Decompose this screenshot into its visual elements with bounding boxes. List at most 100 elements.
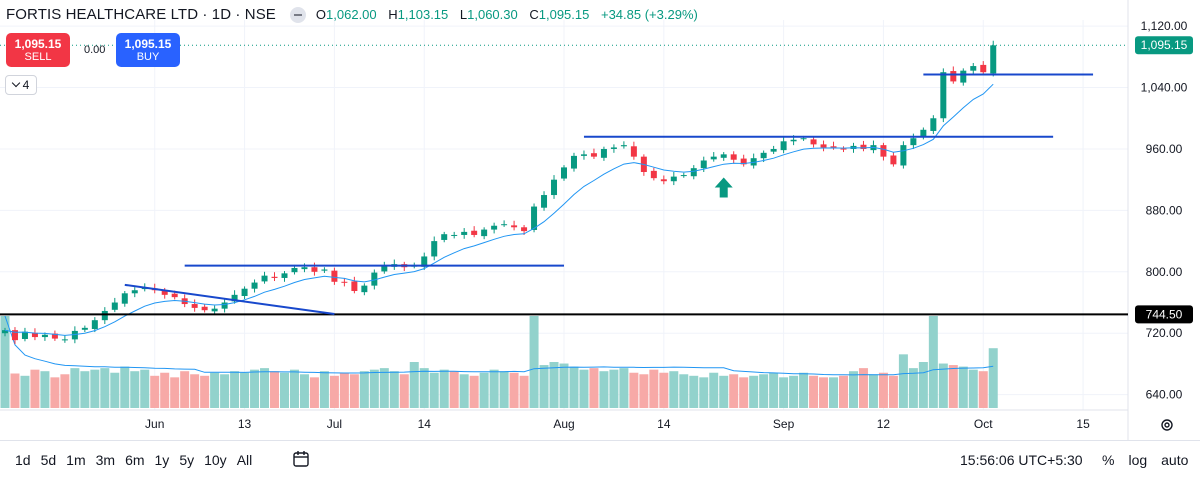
volume-bar bbox=[459, 374, 469, 408]
volume-bar bbox=[868, 374, 878, 408]
volume-bar bbox=[469, 375, 479, 408]
range-6m[interactable]: 6m bbox=[125, 452, 145, 468]
change-value: +34.85 (+3.29%) bbox=[600, 7, 698, 22]
y-tick-label-1: 720.00 bbox=[1146, 326, 1183, 340]
range-10y[interactable]: 10y bbox=[204, 452, 227, 468]
scale-option-percent[interactable]: % bbox=[1102, 452, 1115, 468]
candle-body bbox=[131, 290, 138, 294]
scale-option-auto[interactable]: auto bbox=[1161, 452, 1189, 468]
candle-body bbox=[301, 267, 308, 270]
volume-bar bbox=[539, 365, 549, 408]
buy-button[interactable]: 1,095.15 BUY bbox=[116, 33, 180, 67]
sell-label: SELL bbox=[24, 50, 52, 63]
volume-bar bbox=[699, 377, 709, 408]
volume-bar bbox=[679, 374, 689, 408]
y-tick-label-4: 960.00 bbox=[1146, 142, 1183, 156]
volume-bar bbox=[569, 366, 579, 408]
volume-bar bbox=[489, 369, 499, 408]
volume-bar bbox=[898, 354, 908, 408]
candle-body bbox=[730, 154, 737, 160]
range-1y[interactable]: 1y bbox=[154, 452, 170, 468]
candle-body bbox=[501, 224, 508, 226]
volume-bar bbox=[729, 374, 739, 408]
candle-body bbox=[700, 160, 707, 169]
candle-body bbox=[620, 145, 627, 147]
volume-bar bbox=[839, 375, 849, 408]
volume-bar bbox=[160, 372, 170, 408]
chevron-down-icon bbox=[11, 78, 20, 88]
volume-bar bbox=[140, 369, 150, 408]
candle-body bbox=[970, 66, 977, 71]
volume-bar bbox=[80, 371, 90, 408]
y-tick-label-2: 800.00 bbox=[1146, 265, 1183, 279]
range-1d[interactable]: 1d bbox=[15, 452, 31, 468]
gear-icon[interactable] bbox=[1160, 418, 1174, 432]
indicators-toggle[interactable]: 4 bbox=[5, 75, 37, 95]
candle-body bbox=[800, 138, 807, 140]
volume-bar bbox=[170, 377, 180, 408]
candle-body bbox=[710, 156, 717, 160]
candle-body bbox=[91, 320, 98, 330]
candle-body bbox=[980, 64, 987, 73]
candle-body bbox=[910, 138, 917, 146]
volume-bar bbox=[529, 316, 539, 408]
volume-bar bbox=[858, 368, 868, 408]
volume-bar bbox=[829, 377, 839, 408]
volume-bar bbox=[120, 366, 130, 408]
range-All[interactable]: All bbox=[236, 452, 253, 468]
candle-body bbox=[351, 281, 358, 292]
range-5y[interactable]: 5y bbox=[179, 452, 195, 468]
calendar-icon[interactable] bbox=[292, 450, 310, 468]
ohlc-legend: O1,062.00 H1,103.15 L1,060.30 C1,095.15 … bbox=[316, 7, 698, 22]
volume-bar bbox=[150, 375, 160, 408]
low-value: 1,060.30 bbox=[467, 7, 518, 22]
candle-body bbox=[630, 146, 637, 157]
price-chart[interactable]: Jun 13 Jul 14 Aug 14 Sep 12 Oct 15 640.00 720.00 800… bbox=[0, 0, 1200, 440]
candle-body bbox=[650, 170, 657, 179]
range-3m[interactable]: 3m bbox=[95, 452, 116, 468]
volume-bar bbox=[769, 372, 779, 408]
volume-bar bbox=[369, 369, 379, 408]
candle-body bbox=[371, 272, 378, 286]
arrow-up-icon bbox=[714, 177, 733, 198]
candle-body bbox=[660, 179, 667, 182]
volume-bar bbox=[200, 375, 210, 408]
volume-bar bbox=[948, 365, 958, 408]
volume-bar bbox=[10, 373, 20, 408]
sell-button[interactable]: 1,095.15 SELL bbox=[6, 33, 70, 67]
volume-bar bbox=[230, 371, 240, 408]
volume-bar bbox=[379, 368, 389, 408]
candle-body bbox=[211, 308, 218, 312]
scale-option-log[interactable]: log bbox=[1128, 452, 1148, 468]
candle-body bbox=[820, 144, 827, 148]
volume-bar bbox=[968, 369, 978, 408]
volume-bar bbox=[719, 375, 729, 408]
candle-body bbox=[261, 275, 268, 282]
volume-bar bbox=[349, 374, 359, 408]
eye-icon[interactable] bbox=[289, 6, 306, 23]
volume-bar bbox=[799, 372, 809, 408]
x-tick-label-9: 15 bbox=[1076, 417, 1090, 431]
candle-body bbox=[191, 304, 198, 308]
clock[interactable]: 15:56:06 UTC+5:30 bbox=[960, 452, 1083, 468]
volume-bar bbox=[359, 371, 369, 408]
range-1m[interactable]: 1m bbox=[66, 452, 86, 468]
candle-body bbox=[461, 231, 468, 235]
volume-bar bbox=[619, 368, 629, 408]
buy-label: BUY bbox=[136, 50, 160, 63]
scale-options: % log auto bbox=[1102, 452, 1188, 468]
price-tag-bg-0 bbox=[1135, 36, 1193, 55]
candle-body bbox=[920, 129, 927, 138]
symbol-title[interactable]: FORTIS HEALTHCARE LTD · 1D · NSE bbox=[6, 6, 276, 23]
candle-body bbox=[610, 147, 617, 149]
candle-body bbox=[21, 331, 28, 339]
close-label: C bbox=[529, 7, 539, 22]
volume-bar bbox=[220, 374, 230, 408]
candle-body bbox=[361, 285, 368, 293]
range-5d[interactable]: 5d bbox=[40, 452, 57, 468]
volume-bar bbox=[449, 371, 459, 408]
candle-body bbox=[580, 154, 587, 156]
volume-bar bbox=[279, 372, 289, 408]
volume-bar bbox=[669, 371, 679, 408]
candle-body bbox=[860, 144, 867, 149]
